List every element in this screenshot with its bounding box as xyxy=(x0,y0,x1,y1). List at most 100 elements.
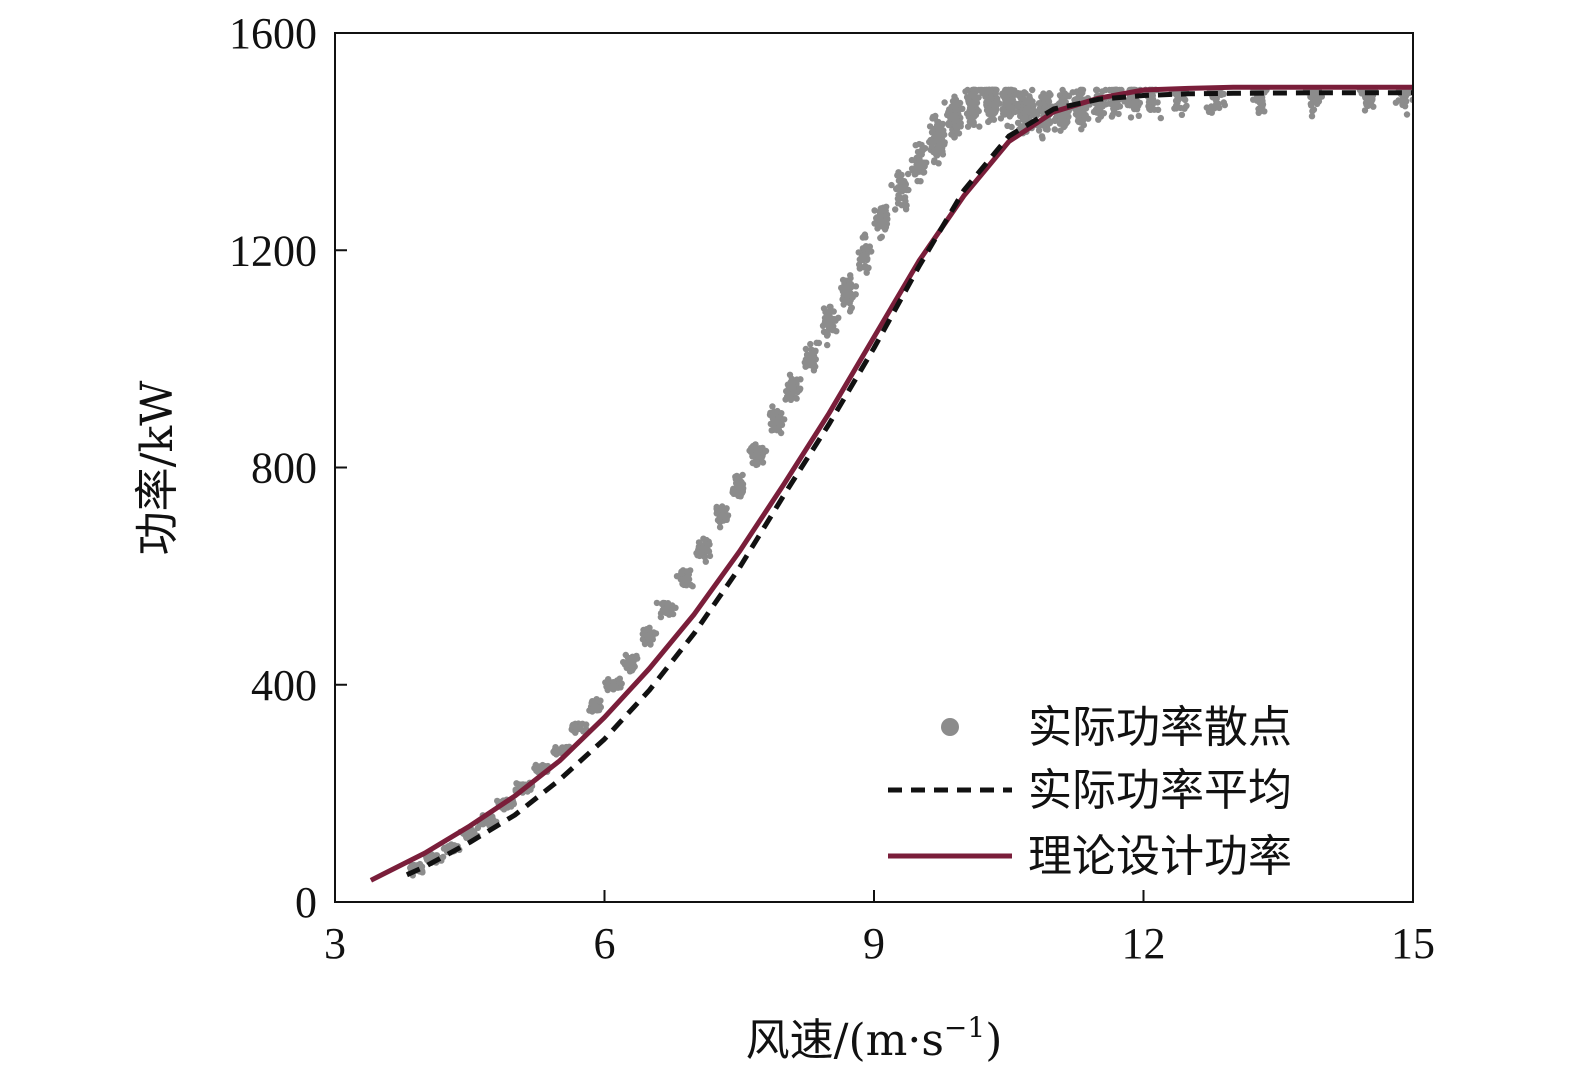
scatter-point-17 xyxy=(717,512,725,520)
scatter-point xyxy=(1035,100,1043,107)
legend-marker-scatter xyxy=(941,718,959,736)
scatter-point xyxy=(797,385,804,392)
scatter-point xyxy=(938,149,945,156)
scatter-point-15 xyxy=(681,575,689,583)
scatter-point xyxy=(616,679,624,686)
scatter-point-34 xyxy=(1023,105,1031,113)
y-tick-label-4: 1600 xyxy=(229,9,317,58)
scatter-point xyxy=(868,248,875,255)
scatter-point-10 xyxy=(592,703,599,710)
scatter-point-31 xyxy=(969,100,977,108)
scatter-point xyxy=(830,326,837,334)
scatter-point xyxy=(1307,102,1315,109)
scatter-point xyxy=(931,157,938,164)
scatter-point xyxy=(982,93,989,100)
scatter-point-21 xyxy=(789,385,797,393)
scatter-point xyxy=(839,276,847,284)
scatter-point xyxy=(1023,97,1031,105)
scatter-point xyxy=(739,471,746,479)
scatter-point xyxy=(1392,99,1400,106)
scatter-point xyxy=(786,371,794,378)
scatter-point xyxy=(1157,114,1165,122)
scatter-point xyxy=(871,220,878,227)
y-tick-label-3: 1200 xyxy=(229,226,317,275)
scatter-point xyxy=(1080,109,1087,116)
scatter-point xyxy=(929,139,936,147)
scatter-point xyxy=(847,275,854,282)
scatter-point xyxy=(1039,135,1046,142)
scatter-point xyxy=(945,121,953,129)
scatter-point xyxy=(1258,105,1265,112)
scatter-point xyxy=(1100,110,1108,117)
scatter-point xyxy=(971,91,978,98)
scatter-point xyxy=(941,99,948,106)
scatter-point xyxy=(695,539,703,546)
scatter-point xyxy=(1203,104,1211,111)
scatter-point xyxy=(787,396,795,403)
scatter-point xyxy=(1218,91,1225,99)
scatter-point xyxy=(1007,86,1014,94)
scatter-point xyxy=(856,265,863,272)
scatter-point xyxy=(903,186,910,194)
scatter-point xyxy=(930,148,937,156)
scatter-point-8 xyxy=(556,746,564,754)
scatter-point xyxy=(1014,119,1022,127)
scatter-point xyxy=(624,654,632,662)
scatter-point xyxy=(847,305,855,312)
series-line-design xyxy=(369,84,1413,883)
scatter-point xyxy=(892,206,899,213)
scatter-point xyxy=(769,403,776,410)
scatter-point xyxy=(1063,120,1070,127)
scatter-point xyxy=(771,408,778,415)
x-tick-label-0: 3 xyxy=(324,919,346,968)
scatter-point xyxy=(1114,101,1122,108)
scatter-point xyxy=(1077,91,1085,98)
scatter-point xyxy=(877,205,884,212)
scatter-point xyxy=(920,146,927,153)
scatter-point xyxy=(770,426,777,433)
scatter-point-3 xyxy=(466,830,474,838)
scatter-point xyxy=(1398,98,1405,105)
y-axis-title: 功率/kW xyxy=(132,380,183,555)
scatter-point xyxy=(1253,97,1261,104)
scatter-point xyxy=(985,106,992,113)
scatter-point xyxy=(852,291,859,298)
scatter-point xyxy=(1035,127,1043,134)
scatter-point-41 xyxy=(1149,92,1156,99)
scatter-point xyxy=(1075,113,1082,120)
scatter-point xyxy=(1041,95,1048,102)
scatter-point xyxy=(902,180,909,187)
scatter-point xyxy=(1124,101,1131,109)
scatter-point xyxy=(975,107,982,115)
x-tick-label-3: 12 xyxy=(1122,919,1166,968)
scatter-point xyxy=(824,341,831,349)
scatter-point xyxy=(993,86,1000,94)
scatter-point xyxy=(781,416,788,423)
scatter-point xyxy=(1079,119,1086,126)
scatter-point xyxy=(658,600,666,608)
scatter-point xyxy=(877,234,884,242)
scatter-point xyxy=(1401,103,1409,110)
scatter-point xyxy=(825,314,832,321)
scatter-point xyxy=(970,121,977,128)
scatter-point xyxy=(951,103,958,110)
scatter-point xyxy=(1061,90,1069,97)
scatter-point xyxy=(746,447,753,454)
x-tick-label-2: 9 xyxy=(863,919,885,968)
scatter-point-20 xyxy=(771,417,779,425)
scatter-point xyxy=(716,524,724,531)
scatter-point xyxy=(954,123,961,130)
scatter-point xyxy=(1017,90,1024,97)
scatter-point-29 xyxy=(933,135,941,143)
scatter-point xyxy=(1045,98,1053,105)
legend: 实际功率散点 实际功率平均 理论设计功率 xyxy=(888,702,1292,882)
scatter-point-28 xyxy=(915,159,923,167)
scatter-point xyxy=(926,123,934,130)
scatter-point-12 xyxy=(628,659,635,667)
scatter-point-19 xyxy=(753,450,761,458)
scatter-point xyxy=(865,264,872,272)
scatter-point-24 xyxy=(843,287,851,295)
scatter-point-45 xyxy=(1310,89,1318,97)
scatter-point xyxy=(871,207,878,214)
